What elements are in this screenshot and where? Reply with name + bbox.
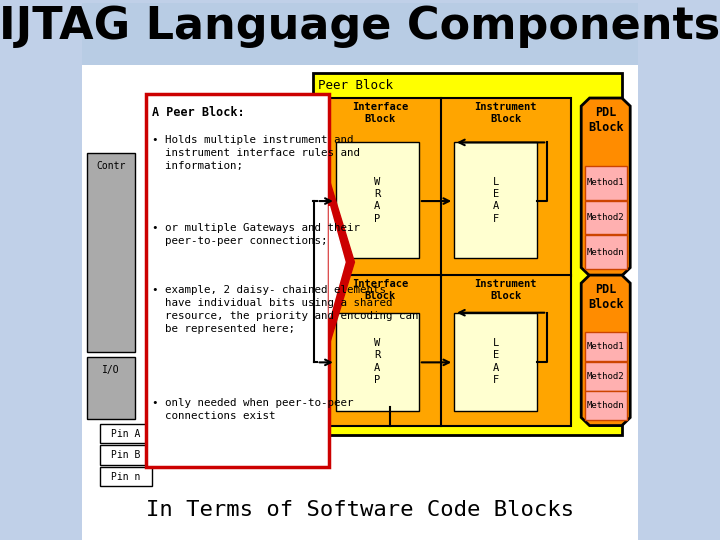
- Text: IJTAG Language Components: IJTAG Language Components: [0, 5, 720, 49]
- Text: I/O: I/O: [102, 366, 120, 375]
- Polygon shape: [329, 180, 354, 345]
- FancyBboxPatch shape: [100, 446, 153, 465]
- Text: Peer Block: Peer Block: [318, 79, 393, 92]
- Text: W
R
A
P: W R A P: [374, 177, 380, 224]
- FancyBboxPatch shape: [336, 313, 419, 410]
- Polygon shape: [329, 206, 345, 318]
- Text: Interface
Block: Interface Block: [351, 279, 408, 301]
- FancyBboxPatch shape: [336, 143, 419, 258]
- FancyBboxPatch shape: [81, 3, 639, 65]
- FancyBboxPatch shape: [320, 98, 571, 276]
- FancyBboxPatch shape: [454, 143, 537, 258]
- FancyBboxPatch shape: [585, 166, 627, 200]
- Text: Method1: Method1: [587, 178, 624, 187]
- Text: Method2: Method2: [587, 213, 624, 222]
- Text: Instrument
Block: Instrument Block: [474, 102, 537, 124]
- FancyBboxPatch shape: [312, 72, 621, 435]
- Polygon shape: [581, 275, 630, 426]
- Text: • or multiple Gateways and their
  peer-to-peer connections;: • or multiple Gateways and their peer-to…: [153, 223, 360, 246]
- Text: Methodn: Methodn: [587, 401, 624, 410]
- FancyBboxPatch shape: [87, 153, 135, 352]
- Text: Methodn: Methodn: [587, 248, 624, 256]
- FancyBboxPatch shape: [154, 407, 530, 435]
- Text: • only needed when peer-to-peer
  connections exist: • only needed when peer-to-peer connecti…: [153, 398, 354, 421]
- FancyBboxPatch shape: [145, 94, 329, 468]
- Text: • example, 2 daisy- chained elements
  have individual bits using a shared
  res: • example, 2 daisy- chained elements hav…: [153, 285, 419, 334]
- FancyBboxPatch shape: [100, 424, 153, 443]
- Text: PDL
Block: PDL Block: [588, 283, 624, 311]
- Text: PDL
Block: PDL Block: [588, 106, 624, 134]
- Text: In Terms of Software Code Blocks: In Terms of Software Code Blocks: [146, 501, 574, 521]
- FancyBboxPatch shape: [585, 362, 627, 391]
- Text: Pin B: Pin B: [112, 450, 141, 460]
- FancyBboxPatch shape: [454, 313, 537, 410]
- Text: Interface
Block: Interface Block: [351, 102, 408, 124]
- FancyBboxPatch shape: [87, 357, 135, 419]
- Text: Method1: Method1: [587, 342, 624, 352]
- FancyBboxPatch shape: [585, 200, 627, 234]
- Text: L
E
A
F: L E A F: [492, 177, 499, 224]
- FancyBboxPatch shape: [585, 333, 627, 361]
- Text: Instrument
Block: Instrument Block: [474, 279, 537, 301]
- FancyBboxPatch shape: [585, 235, 627, 269]
- Text: Pin A: Pin A: [112, 429, 141, 438]
- FancyBboxPatch shape: [585, 391, 627, 420]
- Text: Contr: Contr: [96, 161, 125, 171]
- FancyBboxPatch shape: [81, 65, 639, 540]
- Text: W
R
A
P: W R A P: [374, 338, 380, 385]
- Text: Method2: Method2: [587, 372, 624, 381]
- FancyBboxPatch shape: [100, 467, 153, 487]
- Text: Pin n: Pin n: [112, 471, 141, 482]
- Text: A Peer Block:: A Peer Block:: [153, 106, 245, 119]
- Text: • Holds multiple instrument and
  instrument interface rules and
  information;: • Holds multiple instrument and instrume…: [153, 136, 360, 171]
- Polygon shape: [581, 98, 630, 276]
- FancyBboxPatch shape: [320, 275, 571, 426]
- Text: L
E
A
F: L E A F: [492, 338, 499, 385]
